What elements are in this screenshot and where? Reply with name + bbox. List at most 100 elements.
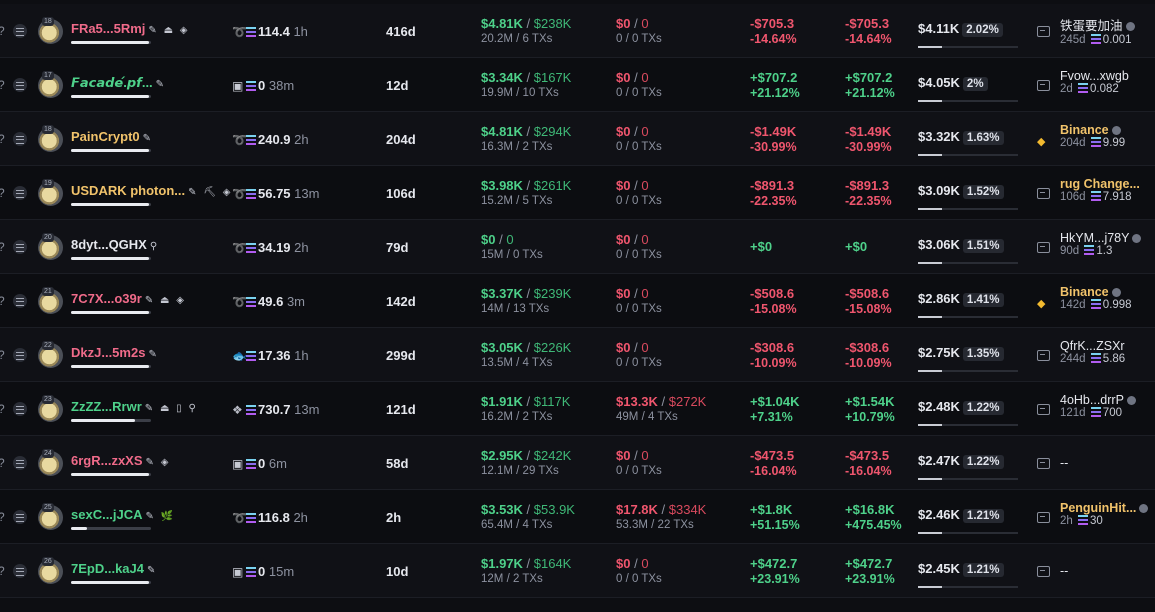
table-row[interactable]: ? 21 7C7X...o39r✎ ⏏ ◈ ➰ 49.6 3m 142d $3.3… <box>0 274 1155 328</box>
solana-icon <box>246 243 256 253</box>
wallet-name[interactable]: 8dyt...QGHX <box>71 237 147 252</box>
transfer-icon[interactable] <box>1037 242 1050 253</box>
transfer-icon[interactable] <box>1037 404 1050 415</box>
wallet-cell[interactable]: 7C7X...o39r ✎ ⏏ ◈ <box>71 274 226 328</box>
wallet-name[interactable]: FRa5...5Rmj <box>71 21 146 36</box>
list-icon[interactable] <box>13 348 27 362</box>
list-icon[interactable] <box>13 456 27 470</box>
table-row[interactable]: ? 18 FRa5...5Rmj✎ ⏏ ◈ ➰ 114.4 1h 416d $4.… <box>0 4 1155 58</box>
wallet-name[interactable]: DkzJ...5m2s <box>71 345 146 360</box>
table-row[interactable]: ? 22 DkzJ...5m2s✎ 🐟 17.36 1h 299d $3.05K … <box>0 328 1155 382</box>
table-row[interactable]: ? 18 PainCrypt0✎ ➰ 240.9 2h 204d $4.81K /… <box>0 112 1155 166</box>
table-row[interactable]: ? 25 sexC...jJCA✎ 🌿 ➰ 116.8 2h 2h $3.53K … <box>0 490 1155 544</box>
wallet-name[interactable]: PainCrypt0 <box>71 129 140 144</box>
wallet-name[interactable]: 𝙁𝙖𝙘𝙖𝙙𝙚́.𝙥𝙛... <box>71 75 153 90</box>
wallet-name[interactable]: USDARK photon... <box>71 183 186 198</box>
funding-source[interactable]: rug Change... <box>1060 177 1140 191</box>
funding-cell[interactable]: ◆ -- <box>1037 436 1155 490</box>
funding-source[interactable]: -- <box>1060 456 1069 470</box>
funding-source[interactable]: -- <box>1060 564 1069 578</box>
balance-cell: ➰ 49.6 3m <box>232 274 372 328</box>
sol-balance: 240.9 <box>258 132 291 147</box>
funding-sub: 245d 0.001 <box>1060 34 1132 46</box>
transfer-icon[interactable] <box>1037 458 1050 469</box>
list-icon[interactable] <box>13 186 27 200</box>
transfer-icon[interactable] <box>1037 188 1050 199</box>
table-row[interactable]: ? 26 7EpD...kaJ4✎ ▣ 0 15m 10d $1.97K / $1… <box>0 544 1155 598</box>
table-row[interactable]: ? 19 USDARK photon...✎ ⛏ ◈ ➰ 56.75 13m 10… <box>0 166 1155 220</box>
funding-source[interactable]: Binance <box>1060 123 1155 137</box>
platform-icon: ➰ <box>232 511 247 525</box>
bought-cell: $4.81K / $238K 20.2M / 6 TXs <box>481 4 601 58</box>
holding-value: $2.86K <box>918 291 960 306</box>
funding-source[interactable]: Binance <box>1060 285 1155 299</box>
funding-source[interactable]: PenguinHit... <box>1060 501 1155 515</box>
wallet-name[interactable]: 7C7X...o39r <box>71 291 142 306</box>
bought-sub: 13.5M / 4 TXs <box>481 357 553 369</box>
wallet-cell[interactable]: PainCrypt0 ✎ <box>71 112 226 166</box>
platform-icon: ▣ <box>232 79 244 93</box>
bought-cell: $3.53K / $53.9K 65.4M / 4 TXs <box>481 490 601 544</box>
table-row[interactable]: ? 24 6rgR...zxXS✎ ◈ ▣ 0 6m 58d $2.95K / $… <box>0 436 1155 490</box>
funding-source[interactable]: 4oHb...drrP <box>1060 393 1155 407</box>
funding-cell[interactable]: ◆ Fvow...xwgb 2d 0.082 <box>1037 58 1155 112</box>
funding-cell[interactable]: ◆ QfrK...ZSXr 244d 5.86 <box>1037 328 1155 382</box>
list-icon[interactable] <box>13 510 27 524</box>
sold-amount: $13.3K <box>616 394 658 409</box>
wallet-name[interactable]: 6rgR...zxXS <box>71 453 143 468</box>
funding-cell[interactable]: ◆ PenguinHit... 2h 30 <box>1037 490 1155 544</box>
list-icon[interactable] <box>13 402 27 416</box>
funding-cell[interactable]: ◆ 4oHb...drrP 121d 700 <box>1037 382 1155 436</box>
funding-source[interactable]: Fvow...xwgb <box>1060 69 1129 83</box>
wallet-cell[interactable]: USDARK photon... ✎ ⛏ ◈ <box>71 166 230 220</box>
wallet-cell[interactable]: 7EpD...kaJ4 ✎ <box>71 544 226 598</box>
funding-source[interactable]: QfrK...ZSXr <box>1060 339 1125 353</box>
sold-cell: $13.3K / $272K 49M / 4 TXs <box>616 382 736 436</box>
balance-cell: ▣ 0 15m <box>232 544 372 598</box>
wallet-cell[interactable]: 8dyt...QGHX ⚲ <box>71 220 226 274</box>
list-icon[interactable] <box>13 294 27 308</box>
balance-time: 6m <box>268 456 287 471</box>
transfer-icon[interactable] <box>1037 566 1050 577</box>
funding-sub: 2d 0.082 <box>1060 83 1119 95</box>
table-row[interactable]: ? 17 𝙁𝙖𝙘𝙖𝙙𝙚́.𝙥𝙛...✎ ▣ 0 38m 12d $3.34K / … <box>0 58 1155 112</box>
wallet-cell[interactable]: 6rgR...zxXS ✎ ◈ <box>71 436 226 490</box>
unrealized-cell: +$16.8K +475.45% <box>845 490 915 544</box>
transfer-icon[interactable] <box>1037 350 1050 361</box>
funding-cell[interactable]: ◆ Binance 142d 0.998 <box>1037 274 1155 328</box>
list-icon[interactable] <box>13 132 27 146</box>
list-icon[interactable] <box>13 240 27 254</box>
row-lead: ? 21 <box>0 274 63 328</box>
wallet-name[interactable]: ZzZZ...Rrwr <box>71 399 142 414</box>
funding-cell[interactable]: ◆ 铁蛋要加油 245d 0.001 <box>1037 4 1155 58</box>
unrealized-cell: +$1.54K +10.79% <box>845 382 915 436</box>
list-icon[interactable] <box>13 564 27 578</box>
funding-cell[interactable]: ◆ rug Change... 106d 7.918 <box>1037 166 1155 220</box>
wallet-cell[interactable]: ZzZZ...Rrwr ✎ ⏏ ▯ ⚲ <box>71 382 226 436</box>
funding-cell[interactable]: ◆ -- <box>1037 544 1155 598</box>
pnl-amount: -$473.5 <box>750 447 795 463</box>
transfer-icon[interactable] <box>1037 26 1050 37</box>
bought-cell: $3.98K / $261K 15.2M / 5 TXs <box>481 166 601 220</box>
list-icon[interactable] <box>13 24 27 38</box>
funding-source[interactable]: 铁蛋要加油 <box>1060 15 1155 34</box>
transfer-icon[interactable] <box>1037 80 1050 91</box>
funding-cell[interactable]: ◆ HkYM...j78Y 90d 1.3 <box>1037 220 1155 274</box>
question-icon: ? <box>0 510 5 524</box>
funding-source[interactable]: HkYM...j78Y <box>1060 231 1155 245</box>
list-icon[interactable] <box>13 78 27 92</box>
age-value: 12d <box>386 78 409 93</box>
solana-icon <box>246 513 256 523</box>
wallet-cell[interactable]: DkzJ...5m2s ✎ <box>71 328 226 382</box>
wallet-cell[interactable]: FRa5...5Rmj ✎ ⏏ ◈ <box>71 4 226 58</box>
wallet-name[interactable]: sexC...jJCA <box>71 507 143 522</box>
wallet-cell[interactable]: sexC...jJCA ✎ 🌿 <box>71 490 226 544</box>
table-row[interactable]: ? 23 ZzZZ...Rrwr✎ ⏏ ▯ ⚲ ❖ 730.7 13m 121d … <box>0 382 1155 436</box>
table-row[interactable]: ? 20 8dyt...QGHX⚲ ➰ 34.19 2h 79d $0 / 0 1… <box>0 220 1155 274</box>
wallet-name[interactable]: 7EpD...kaJ4 <box>71 561 144 576</box>
wallet-cell[interactable]: 𝙁𝙖𝙘𝙖𝙙𝙚́.𝙥𝙛... ✎ <box>71 58 226 112</box>
transfer-icon[interactable] <box>1037 512 1050 523</box>
funding-cell[interactable]: ◆ Binance 204d 9.99 <box>1037 112 1155 166</box>
age-cell: 416d <box>386 4 456 58</box>
sold-cell: $0 / 0 0 / 0 TXs <box>616 274 736 328</box>
